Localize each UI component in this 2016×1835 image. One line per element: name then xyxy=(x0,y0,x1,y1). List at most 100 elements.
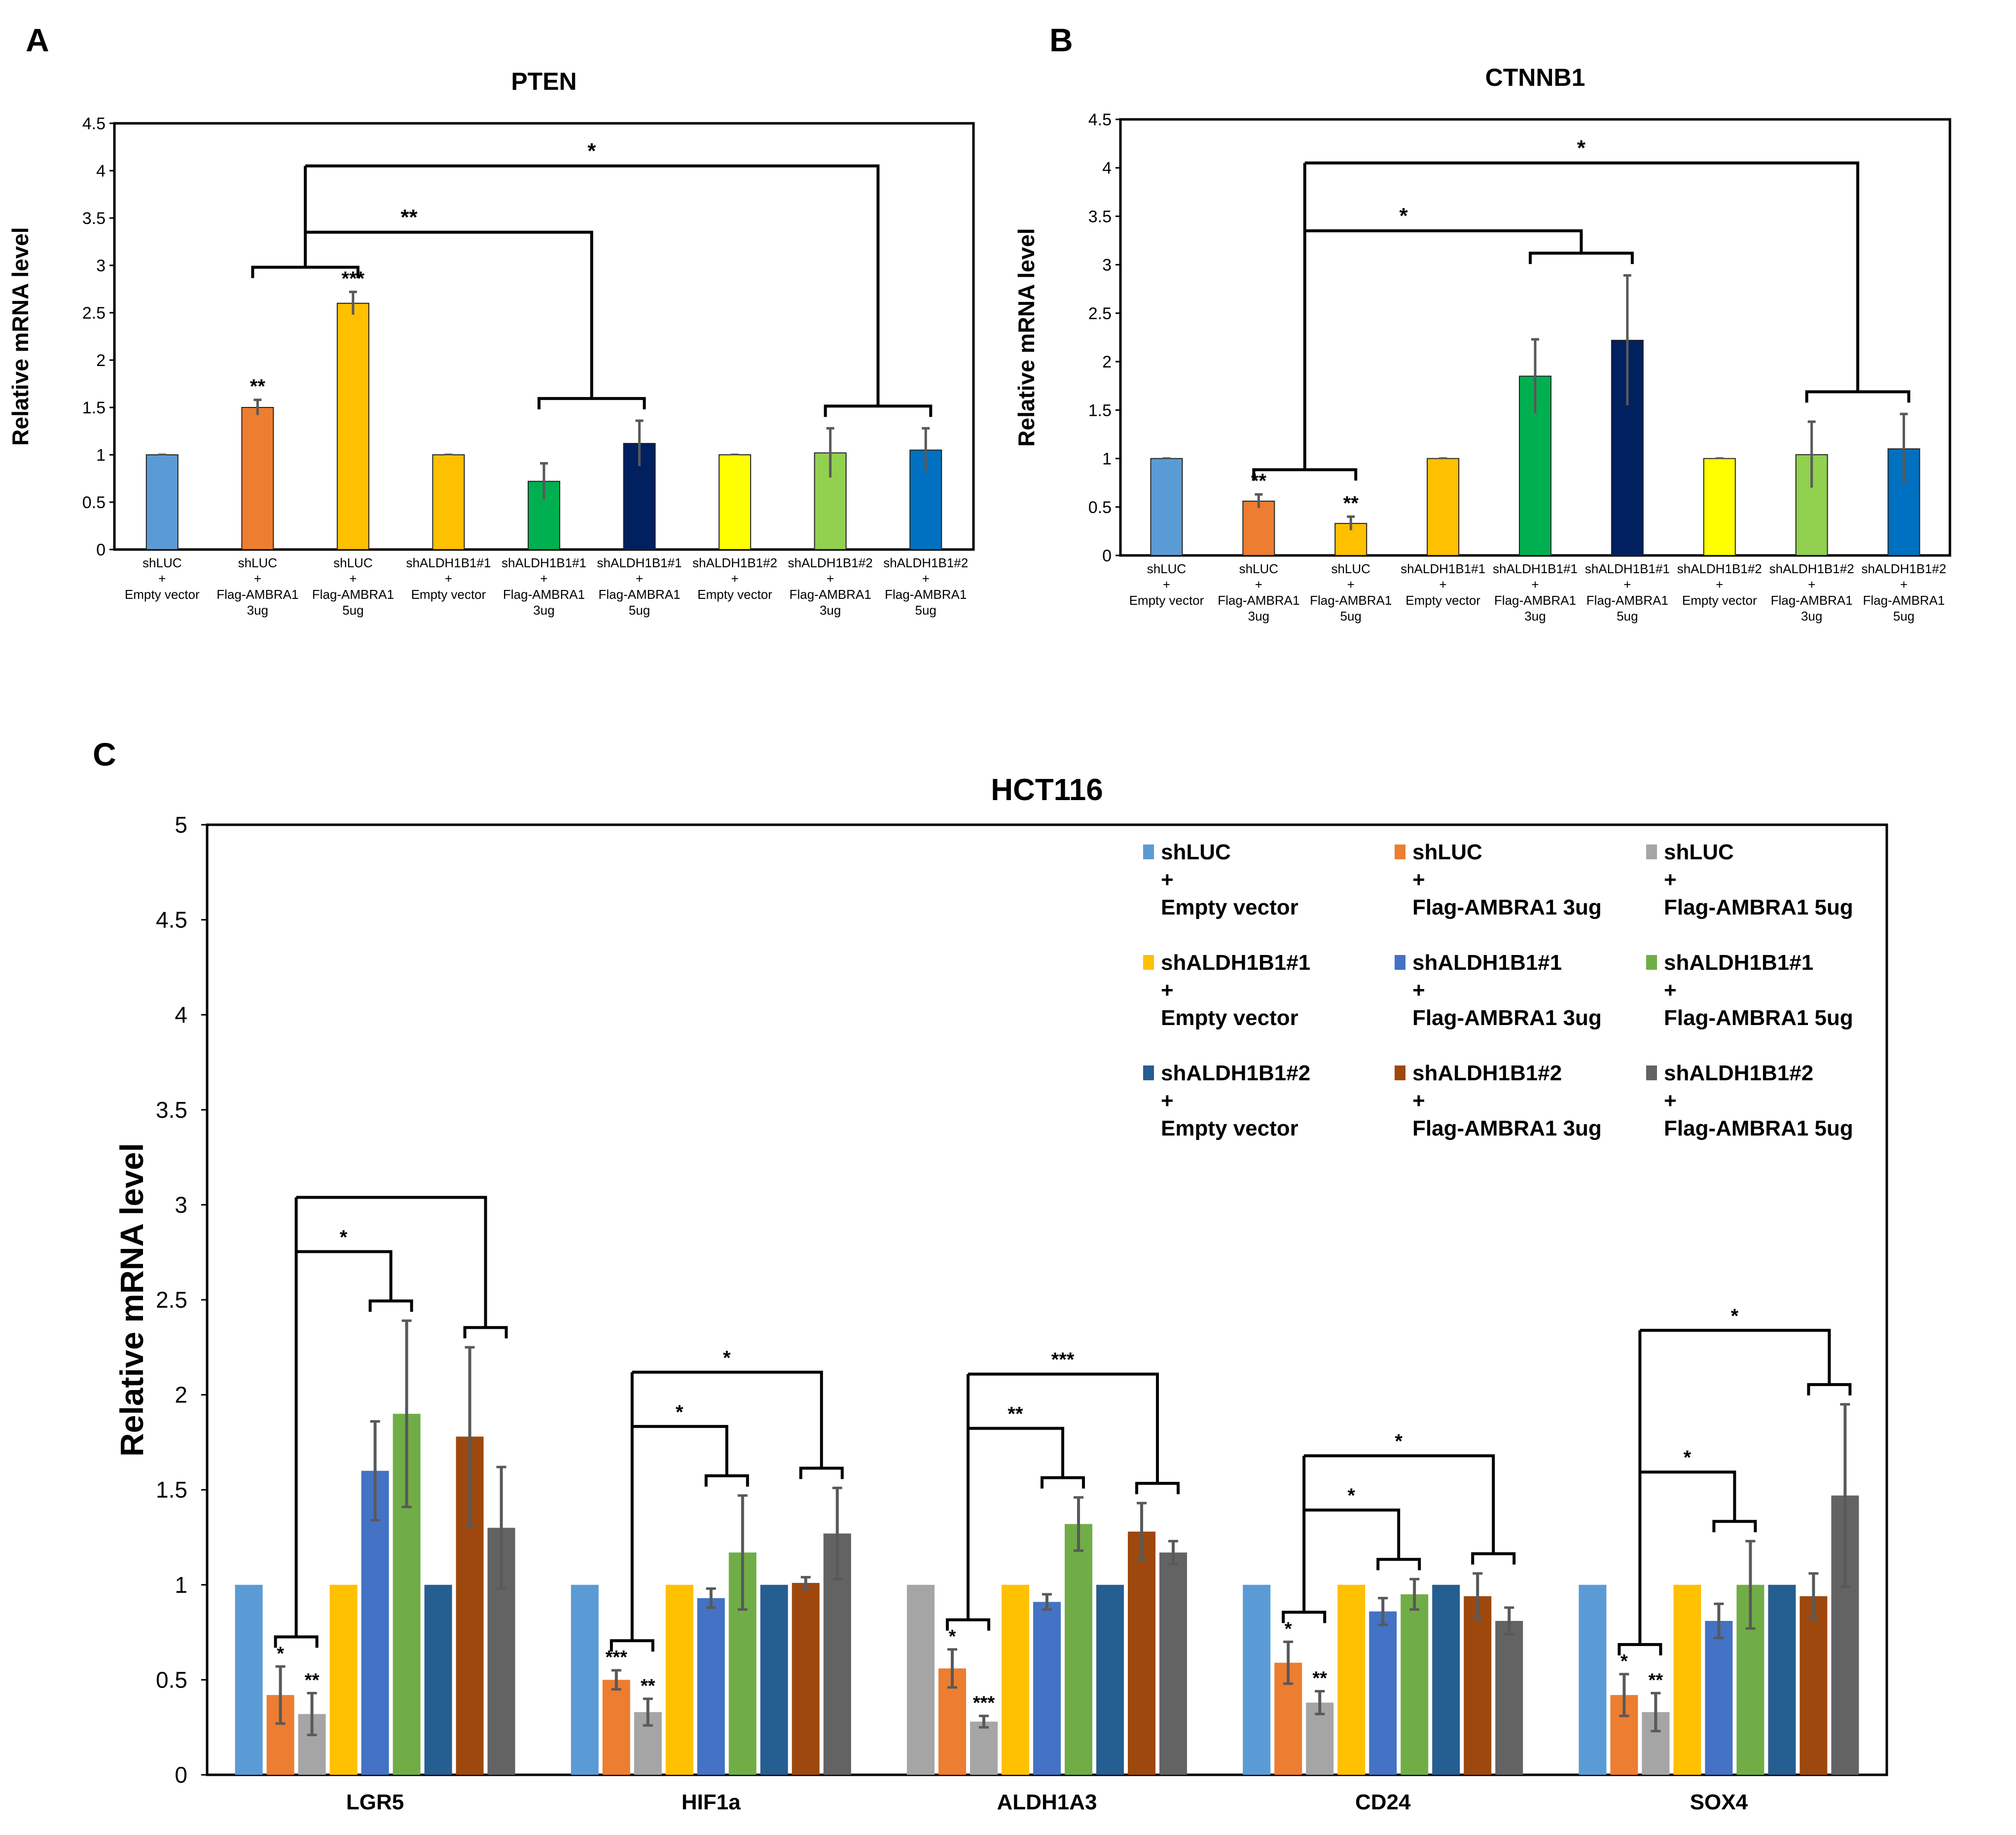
comparison-label: * xyxy=(1577,136,1586,160)
significance-label: * xyxy=(949,1626,956,1647)
group-bracket xyxy=(538,397,646,409)
comparison-line xyxy=(1640,1328,1831,1385)
significance-label: * xyxy=(277,1643,284,1664)
x-tick-label: + xyxy=(636,571,643,586)
comparison-label: * xyxy=(1347,1485,1355,1506)
x-tick-label: + xyxy=(158,571,166,586)
x-tick-label: Flag-AMBRA1 xyxy=(1586,593,1668,608)
group-bracket xyxy=(1376,1558,1421,1571)
bar xyxy=(1432,1584,1460,1775)
x-tick-label: 5ug xyxy=(1340,609,1362,624)
group-bracket xyxy=(1529,252,1634,264)
x-tick-label: + xyxy=(1163,577,1170,592)
y-tick-label: 3.5 xyxy=(156,1097,187,1123)
panel-letter-c: C xyxy=(93,736,116,772)
significance-label: ** xyxy=(250,376,266,398)
comparison-line xyxy=(968,1372,1159,1484)
bar xyxy=(909,449,942,550)
y-tick-label: 4.5 xyxy=(82,114,106,133)
significance-label: *** xyxy=(606,1647,628,1668)
x-tick-label: 3ug xyxy=(247,603,268,618)
panel-letter-a: A xyxy=(26,22,49,58)
x-tick-label: + xyxy=(254,571,261,586)
y-tick-label: 2 xyxy=(175,1382,187,1408)
comparison-line xyxy=(296,1250,393,1301)
x-tick-label: CD24 xyxy=(1355,1790,1411,1814)
bar xyxy=(602,1680,630,1775)
bar xyxy=(1800,1596,1828,1775)
legend-label: Flag-AMBRA1 5ug xyxy=(1664,1116,1853,1140)
x-tick-label: + xyxy=(349,571,357,586)
legend-label: shALDH1B1#1 xyxy=(1161,951,1310,975)
comparison-line xyxy=(632,1425,728,1476)
x-tick-label: shLUC xyxy=(333,555,372,570)
group-bracket xyxy=(799,1467,844,1479)
x-tick-label: shLUC xyxy=(238,555,277,570)
y-tick-label: 2 xyxy=(1102,353,1112,371)
x-tick-label: shALDH1B1#2 xyxy=(1769,561,1854,576)
significance-label: ** xyxy=(641,1676,655,1696)
x-tick-label: 3ug xyxy=(820,603,841,618)
x-tick-label: Flag-AMBRA1 xyxy=(1218,593,1299,608)
y-tick-label: 2 xyxy=(96,351,106,370)
legend-label: + xyxy=(1664,868,1677,892)
chart-title: CTNNB1 xyxy=(1485,64,1585,91)
x-tick-label: 5ug xyxy=(1893,609,1914,624)
legend-label: shALDH1B1#1 xyxy=(1664,951,1813,975)
x-tick-label: SOX4 xyxy=(1690,1790,1748,1814)
y-tick-label: 1 xyxy=(1102,450,1112,469)
legend-swatch xyxy=(1646,955,1657,970)
bar xyxy=(907,1584,935,1775)
bar xyxy=(697,1598,725,1775)
y-tick-label: 2.5 xyxy=(82,304,106,323)
comparison-label: * xyxy=(587,139,596,163)
legend-label: Empty vector xyxy=(1161,1116,1298,1140)
comparison-label: * xyxy=(723,1347,731,1369)
y-axis-label: Relative mRNA level xyxy=(113,1143,150,1457)
bar xyxy=(145,454,179,550)
chart-panel-b: CTNNB1 0 0.5 1 1.5 2 2.5 3 3.5 4 4.5 Relative mRNA … xyxy=(1013,64,1951,624)
y-tick-label: 5 xyxy=(175,812,187,838)
legend-label: + xyxy=(1412,978,1425,1002)
significance-label: ** xyxy=(1312,1668,1327,1689)
legend-label: shALDH1B1#2 xyxy=(1664,1061,1813,1085)
y-tick-label: 4.5 xyxy=(1088,110,1112,129)
legend-swatch xyxy=(1143,844,1154,859)
legend-label: shALDH1B1#2 xyxy=(1161,1061,1310,1085)
legend-label: shLUC xyxy=(1161,840,1231,864)
significance-label: ** xyxy=(305,1670,320,1690)
x-tick-label: Flag-AMBRA1 xyxy=(1771,593,1853,608)
y-tick-label: 4 xyxy=(1102,159,1112,178)
x-tick-label: 5ug xyxy=(629,603,650,618)
bar xyxy=(361,1470,389,1775)
y-tick-label: 3.5 xyxy=(82,209,106,228)
legend-label: Empty vector xyxy=(1161,895,1298,919)
group-bracket xyxy=(1807,1383,1852,1395)
significance-label: *** xyxy=(342,268,365,290)
y-tick-label: 0 xyxy=(96,541,106,559)
x-tick-label: + xyxy=(445,571,452,586)
bar xyxy=(1579,1584,1607,1775)
x-tick-label: + xyxy=(1255,577,1262,592)
group-bracket xyxy=(1041,1476,1085,1489)
legend-swatch xyxy=(1646,1065,1657,1080)
bar xyxy=(241,407,274,550)
x-tick-label: + xyxy=(731,571,739,586)
legend-label: Flag-AMBRA1 3ug xyxy=(1412,1006,1602,1030)
y-tick-label: 3 xyxy=(96,257,106,275)
y-axis-label: Relative mRNA level xyxy=(7,227,33,445)
bar xyxy=(1427,458,1460,556)
legend-label: shLUC xyxy=(1664,840,1734,864)
comparison-label: * xyxy=(340,1226,348,1248)
x-tick-label: Empty vector xyxy=(1682,593,1757,608)
significance-label: * xyxy=(1620,1651,1628,1672)
x-tick-label: shALDH1B1#1 xyxy=(502,555,586,570)
legend-label: + xyxy=(1664,1089,1677,1113)
significance-label: ** xyxy=(1649,1670,1663,1690)
x-tick-label: Empty vector xyxy=(411,587,486,602)
x-tick-label: Flag-AMBRA1 xyxy=(1863,593,1944,608)
comparison-label: ** xyxy=(1008,1403,1023,1425)
legend-label: + xyxy=(1161,868,1174,892)
legend-swatch xyxy=(1143,955,1154,970)
y-tick-label: 3.5 xyxy=(1088,207,1112,226)
